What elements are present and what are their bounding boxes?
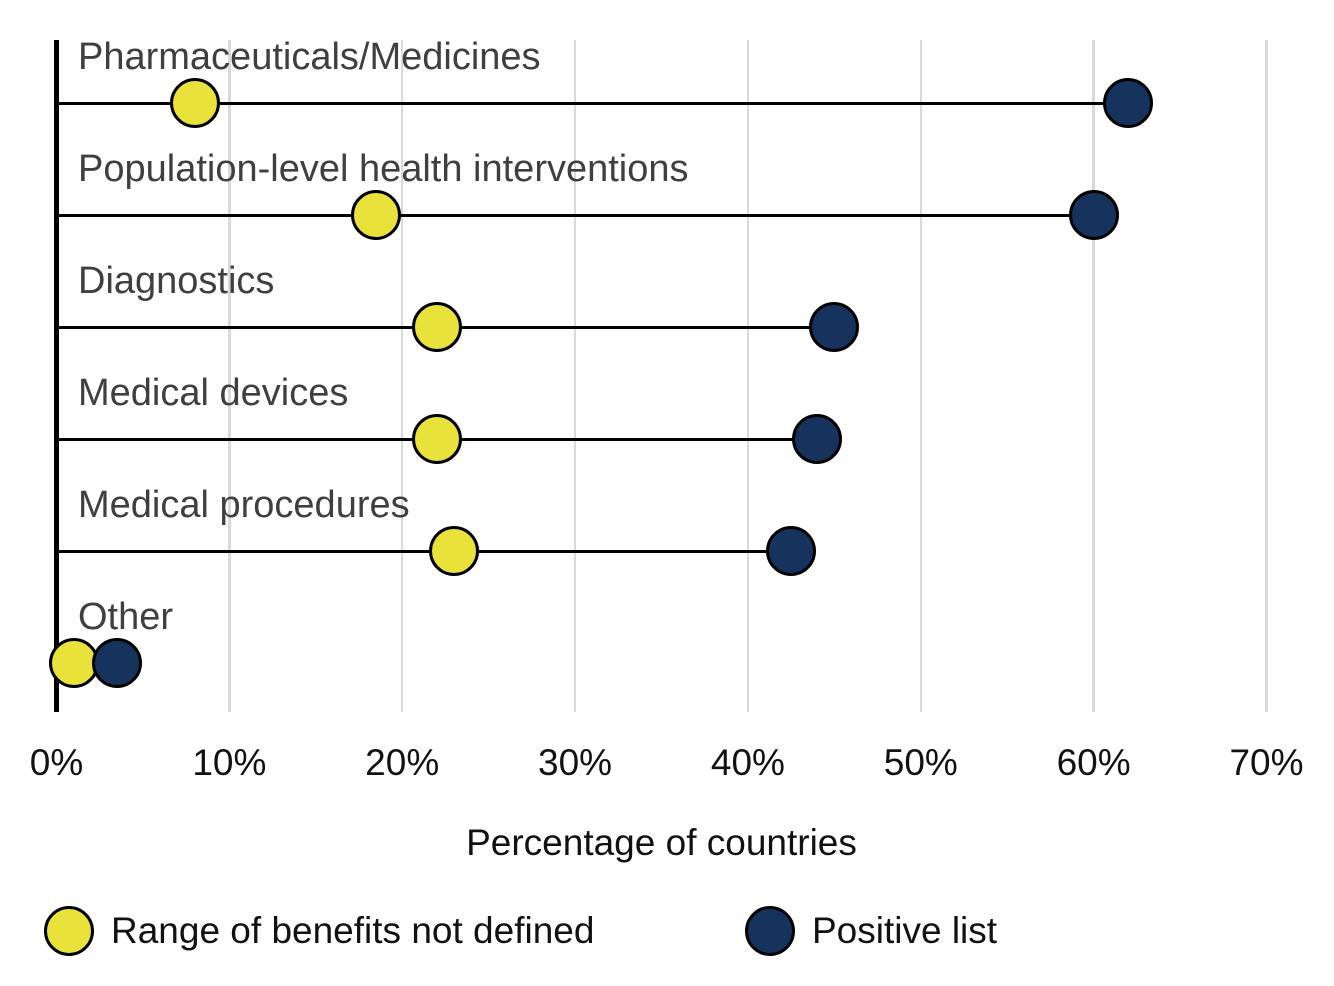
positive-list-dot xyxy=(1103,78,1154,128)
positive-list-dot xyxy=(809,302,860,352)
x-tick-label: 40% xyxy=(710,742,785,783)
not-defined-dot xyxy=(429,526,480,576)
stem-line xyxy=(56,213,1094,217)
legend-label: Positive list xyxy=(812,910,998,951)
legend-label: Range of benefits not defined xyxy=(111,910,595,951)
not-defined-dot xyxy=(351,190,402,240)
gridline-20pct xyxy=(400,40,404,712)
x-tick-label: 0% xyxy=(29,742,84,783)
not-defined-dot xyxy=(48,638,99,688)
x-tick-label: 60% xyxy=(1056,742,1131,783)
positive-list-dot xyxy=(766,526,817,576)
category-label: Diagnostics xyxy=(78,260,275,302)
gridline-50pct xyxy=(919,40,923,712)
positive-list-dot xyxy=(1068,190,1119,240)
not-defined-dot xyxy=(411,414,462,464)
legend: Range of benefits not defined Positive l… xyxy=(0,905,1334,961)
x-tick-label: 70% xyxy=(1229,742,1304,783)
gridline-10pct xyxy=(228,40,231,712)
gridline-40pct xyxy=(746,40,750,712)
legend-item-not-defined: Range of benefits not defined xyxy=(44,905,594,957)
positive-list-dot xyxy=(92,638,142,688)
not-defined-dot xyxy=(411,302,462,352)
navy-circle-marker-icon xyxy=(745,906,795,956)
x-tick-label: 30% xyxy=(538,742,613,783)
category-label: Medical devices xyxy=(78,372,349,414)
gridline-30pct xyxy=(573,40,577,712)
category-label: Pharmaceuticals/Medicines xyxy=(78,36,541,78)
stem-line xyxy=(56,101,1129,105)
x-axis-title: Percentage of countries xyxy=(466,822,857,863)
stem-line xyxy=(56,549,792,553)
category-label: Other xyxy=(78,596,174,638)
x-tick-label: 20% xyxy=(365,742,440,783)
x-tick-label: 50% xyxy=(883,742,958,783)
y-axis-line xyxy=(54,40,59,712)
not-defined-dot xyxy=(169,78,220,128)
yellow-circle-marker-icon xyxy=(44,906,94,956)
legend-item-positive-list: Positive list xyxy=(745,905,997,957)
positive-list-dot xyxy=(792,414,843,464)
x-tick-label: 10% xyxy=(192,742,267,783)
gridline-60pct xyxy=(1092,40,1095,712)
category-label: Population-level health interventions xyxy=(78,148,689,190)
gridline-70pct xyxy=(1265,40,1268,712)
category-label: Medical procedures xyxy=(78,484,410,526)
